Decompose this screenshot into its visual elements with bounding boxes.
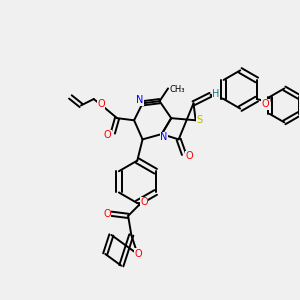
Text: O: O xyxy=(98,99,105,110)
Text: N: N xyxy=(160,132,167,142)
Text: O: O xyxy=(103,209,111,219)
Text: N: N xyxy=(136,95,143,105)
Text: CH₃: CH₃ xyxy=(169,85,184,94)
Text: O: O xyxy=(135,249,142,259)
Text: S: S xyxy=(197,115,203,125)
Text: O: O xyxy=(104,130,111,140)
Text: O: O xyxy=(140,197,148,207)
Text: H: H xyxy=(212,89,220,99)
Text: O: O xyxy=(262,99,269,110)
Text: O: O xyxy=(185,152,193,161)
